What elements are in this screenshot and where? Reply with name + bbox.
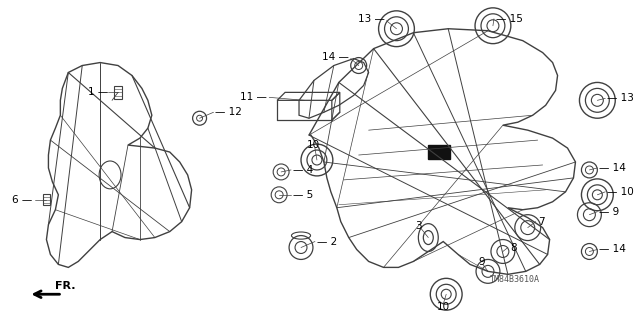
- Text: — 4: — 4: [293, 165, 314, 175]
- Text: 6 —: 6 —: [12, 195, 33, 205]
- Text: FR.: FR.: [56, 281, 76, 291]
- Text: 9: 9: [479, 257, 485, 267]
- Text: 11 —: 11 —: [241, 92, 268, 102]
- Text: — 14: — 14: [599, 244, 626, 255]
- Text: 8: 8: [510, 242, 516, 253]
- Bar: [114, 86, 122, 99]
- Text: 7: 7: [538, 217, 544, 227]
- Text: 10: 10: [307, 140, 319, 150]
- Bar: [43, 194, 50, 205]
- Bar: [428, 145, 450, 159]
- Text: — 9: — 9: [599, 207, 620, 217]
- Text: — 12: — 12: [216, 107, 243, 117]
- Text: — 14: — 14: [599, 163, 626, 173]
- Text: 10: 10: [436, 302, 450, 312]
- Text: 13 —: 13 —: [358, 14, 385, 24]
- Text: — 15: — 15: [496, 14, 523, 24]
- Text: 1 —: 1 —: [88, 87, 108, 97]
- Text: — 10: — 10: [607, 187, 634, 197]
- Text: 3: 3: [415, 221, 422, 231]
- Text: TM84B3610A: TM84B3610A: [490, 275, 540, 284]
- Text: 14 —: 14 —: [322, 52, 349, 62]
- Text: — 5: — 5: [293, 190, 314, 200]
- Text: — 13: — 13: [607, 93, 634, 103]
- Text: — 2: — 2: [317, 237, 337, 247]
